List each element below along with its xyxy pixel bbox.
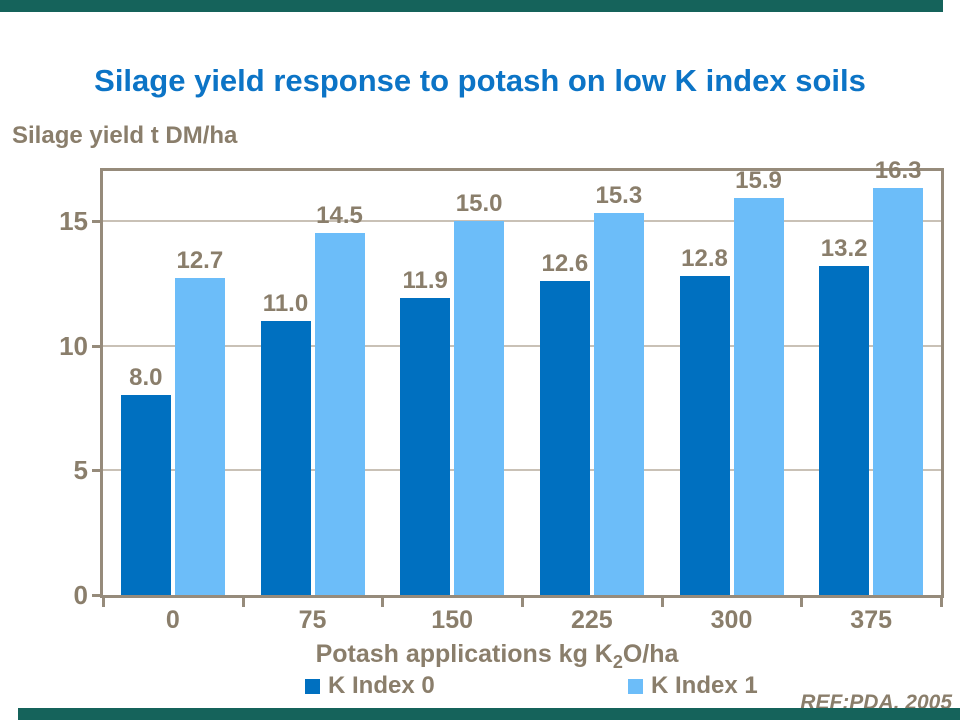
- bar-k-index-0: [260, 320, 311, 595]
- bar-k-index-0: [120, 395, 171, 595]
- bar-value-label: 12.6: [541, 249, 589, 277]
- x-tick-mark: [381, 598, 385, 607]
- x-category-label: 150: [431, 606, 474, 634]
- chart-title: Silage yield response to potash on low K…: [94, 63, 866, 98]
- x-tick-mark: [102, 598, 105, 607]
- top-accent-bar: [0, 0, 943, 12]
- y-tick-label: 0: [73, 580, 88, 610]
- y-tick-label: 10: [59, 330, 88, 361]
- bar-k-index-1: [873, 188, 924, 595]
- bar-value-label: 8.0: [129, 364, 163, 392]
- y-tick-label: 15: [59, 205, 88, 236]
- x-category-label: 0: [165, 606, 180, 634]
- x-tick-mark: [800, 598, 804, 607]
- legend-label: K Index 1: [651, 672, 758, 699]
- bar-k-index-0: [539, 280, 590, 595]
- x-category-label: 375: [850, 606, 893, 634]
- x-category-label: 300: [710, 606, 753, 634]
- y-tick-mark: [92, 344, 102, 348]
- bar-value-label: 11.0: [262, 289, 309, 317]
- bar-k-index-1: [593, 213, 644, 595]
- bar-k-index-1: [733, 198, 784, 595]
- x-axis-title-text: Potash applications kg K: [315, 640, 613, 668]
- bar-value-label: 15.9: [735, 167, 782, 195]
- bar-value-label: 15.3: [595, 182, 643, 210]
- bar-value-label: 16.3: [874, 157, 922, 185]
- y-tick-mark: [92, 469, 102, 473]
- legend-label: K Index 0: [328, 672, 435, 699]
- bar-k-index-1: [454, 220, 505, 595]
- x-tick-mark: [241, 598, 245, 607]
- x-tick-mark: [660, 598, 664, 607]
- x-axis-title-subscript: 2: [612, 652, 623, 672]
- bar-value-label: 12.8: [681, 244, 728, 272]
- y-tick-mark: [92, 219, 102, 223]
- bar-k-index-1: [174, 278, 225, 595]
- x-axis-title-suffix: O/ha: [622, 640, 679, 668]
- legend-swatch-k-index-0: [305, 678, 320, 694]
- x-axis-title: Potash applications kg K2O/ha: [97, 640, 897, 673]
- bar-value-label: 13.2: [820, 234, 868, 262]
- y-tick-label: 5: [73, 455, 88, 486]
- bar-value-label: 12.7: [176, 247, 224, 275]
- plot-area: [100, 168, 944, 598]
- bar-k-index-0: [679, 275, 730, 595]
- bar-k-index-0: [400, 298, 451, 595]
- bar-value-label: 15.0: [455, 189, 503, 217]
- legend-swatch-k-index-1: [628, 678, 643, 694]
- x-tick-mark: [940, 598, 943, 607]
- bottom-accent-bar: [18, 708, 960, 720]
- bar-value-label: 14.5: [316, 202, 363, 230]
- bar-k-index-1: [314, 233, 365, 595]
- legend-item-k-index-1: K Index 1: [628, 672, 758, 700]
- x-tick-mark: [521, 598, 524, 607]
- gridline: [103, 469, 941, 472]
- bar-value-label: 11.9: [402, 267, 448, 295]
- x-category-label: 225: [570, 606, 613, 634]
- y-tick-mark: [92, 594, 102, 597]
- gridline: [103, 219, 941, 222]
- legend-item-k-index-0: K Index 0: [305, 672, 435, 700]
- gridline: [103, 344, 941, 347]
- y-axis-unit-label: Silage yield t DM/ha: [12, 122, 238, 149]
- x-category-label: 75: [298, 606, 327, 634]
- bar-k-index-0: [819, 265, 870, 595]
